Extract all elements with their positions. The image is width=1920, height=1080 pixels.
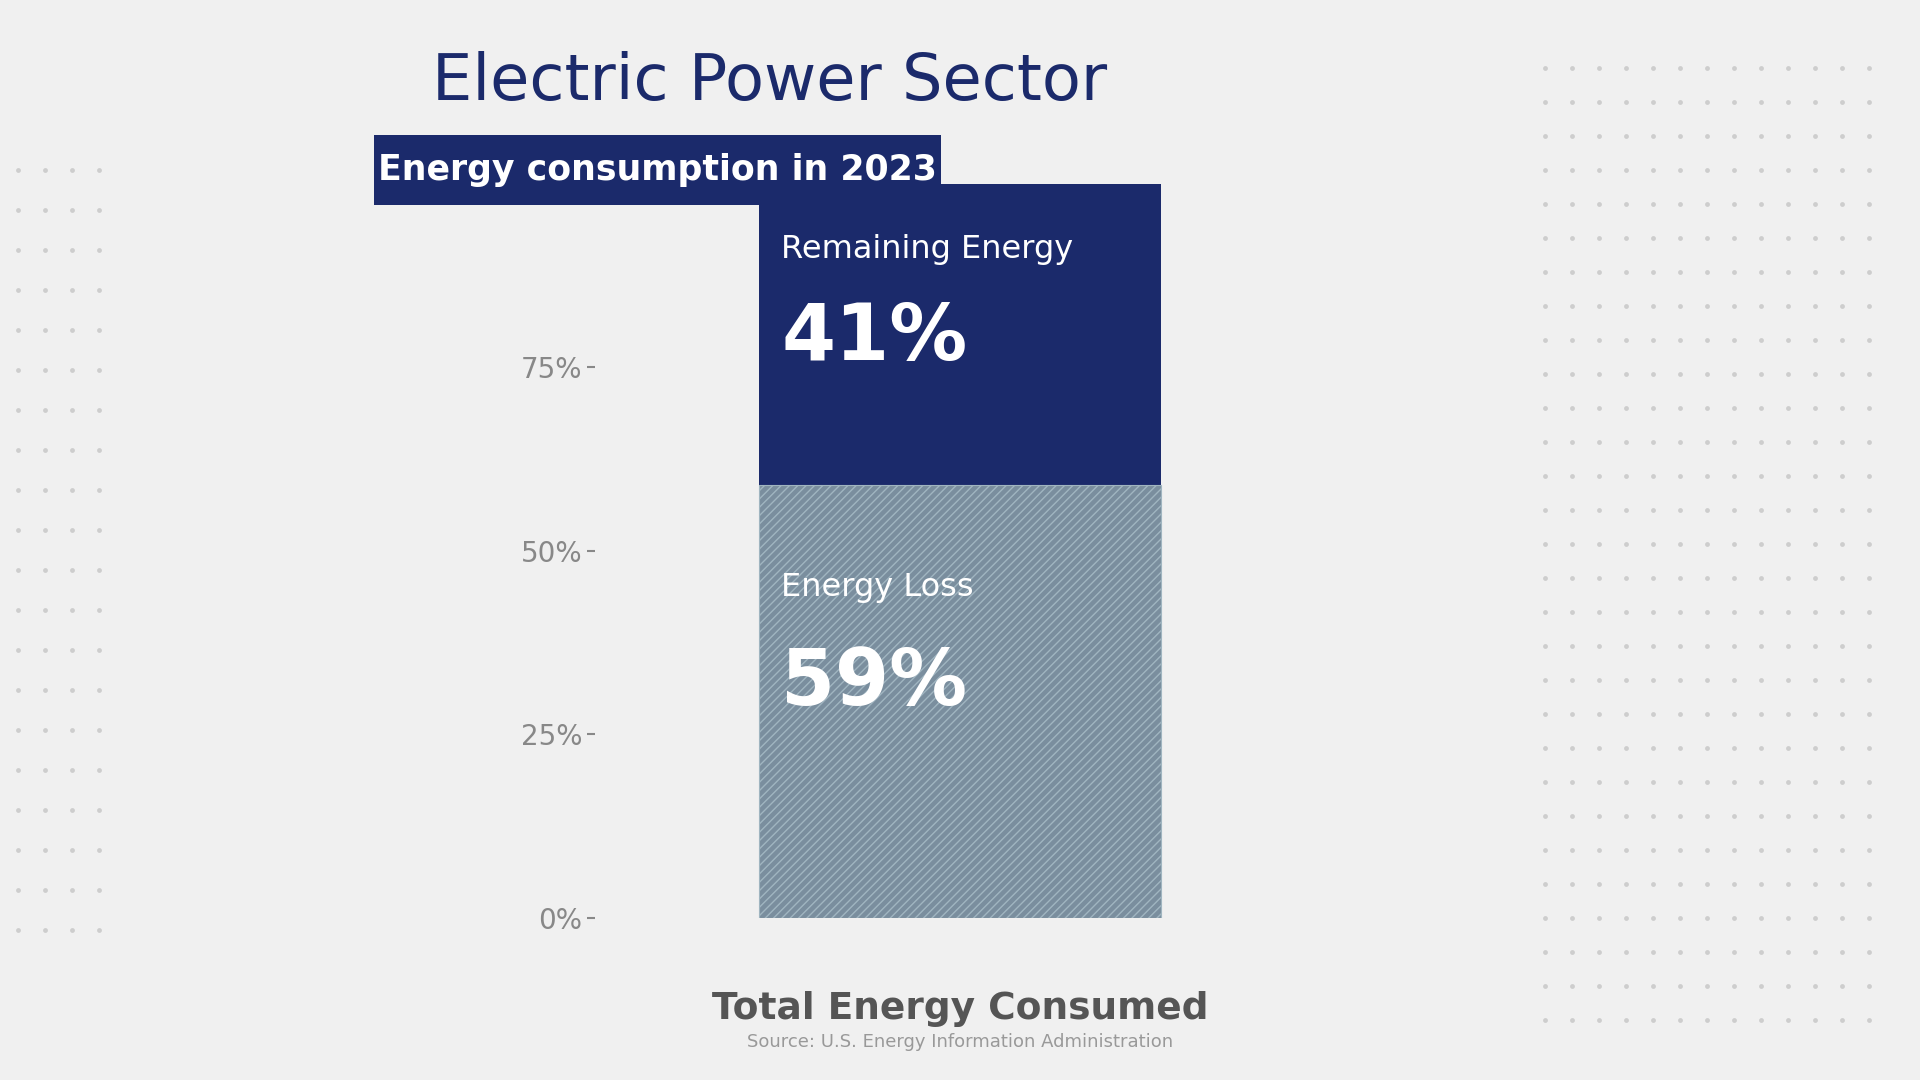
Text: 41%: 41% (781, 300, 968, 376)
Bar (760, 485, 1160, 918)
Text: 59%: 59% (781, 645, 968, 721)
Text: Energy consumption in 2023: Energy consumption in 2023 (378, 153, 937, 187)
Bar (760, 485, 1160, 918)
Bar (760, 184, 1160, 485)
Text: Total Energy Consumed: Total Energy Consumed (712, 991, 1208, 1027)
Text: Source: U.S. Energy Information Administration: Source: U.S. Energy Information Administ… (747, 1034, 1173, 1051)
Text: Remaining Energy: Remaining Energy (781, 234, 1073, 266)
Text: Energy Loss: Energy Loss (781, 572, 973, 603)
Text: Electric Power Sector: Electric Power Sector (432, 52, 1108, 113)
